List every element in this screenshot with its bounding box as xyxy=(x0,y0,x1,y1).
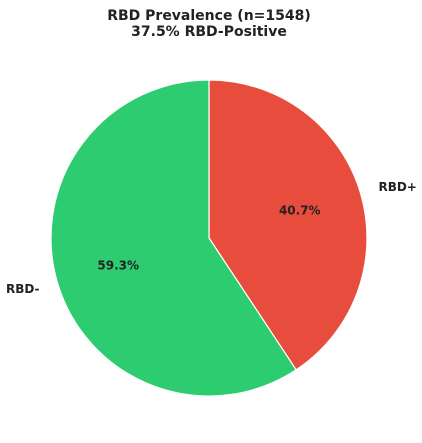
pie-category-label: RBD- xyxy=(6,282,40,296)
pie-percent-label: 59.3% xyxy=(97,258,139,272)
pie-labels: 40.7% RBD+ 59.3% RBD- xyxy=(6,180,417,296)
pie-slices xyxy=(50,79,368,397)
chart-subtitle: 37.5% RBD-Positive xyxy=(131,24,287,40)
pie-percent-label: 40.7% xyxy=(279,204,321,218)
pie-slice-rbd-negative xyxy=(50,79,297,397)
chart-title: RBD Prevalence (n=1548) xyxy=(107,8,311,24)
pie-category-label: RBD+ xyxy=(378,180,416,194)
